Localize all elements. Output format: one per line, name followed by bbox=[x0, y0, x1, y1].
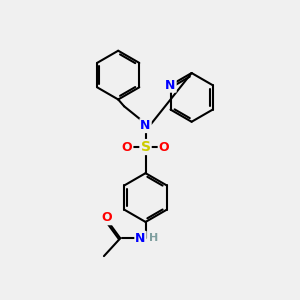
Text: N: N bbox=[165, 79, 176, 92]
Text: H: H bbox=[149, 233, 158, 243]
Text: O: O bbox=[101, 211, 112, 224]
Text: O: O bbox=[159, 140, 169, 154]
Text: N: N bbox=[135, 232, 146, 245]
Text: N: N bbox=[140, 119, 151, 132]
Text: S: S bbox=[140, 140, 151, 154]
Text: O: O bbox=[122, 140, 132, 154]
